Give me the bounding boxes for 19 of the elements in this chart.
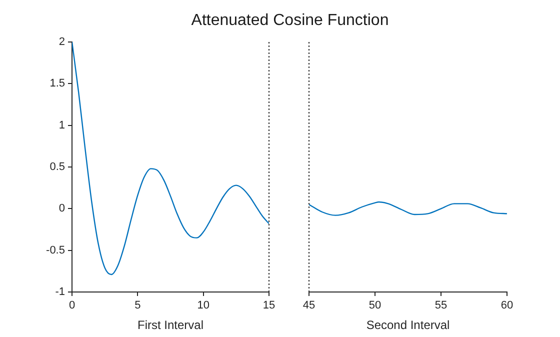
x-tick-label: 0 [68,300,76,312]
x-tick-label: 50 [368,300,382,312]
y-tick-label: 2 [58,36,65,48]
y-tick-label: 1.5 [50,78,65,90]
x-axis-title: Second Interval [366,318,450,332]
x-tick-label: 10 [197,300,210,312]
x-tick-label: 5 [134,300,141,312]
x-axis-title: First Interval [137,318,204,332]
y-tick-label: -0.5 [46,244,65,256]
x-tick-label: 15 [262,300,276,312]
y-tick-label: 0 [58,202,65,215]
y-tick-label: 1 [58,119,65,132]
y-tick-label: 0.5 [50,161,65,174]
x-tick-label: 55 [434,300,448,312]
x-tick-label: 45 [302,300,316,312]
line-series [72,42,269,276]
chart-title: Attenuated Cosine Function [190,12,390,30]
y-tick-label: -1 [55,286,65,298]
x-tick-label: 60 [500,300,514,312]
